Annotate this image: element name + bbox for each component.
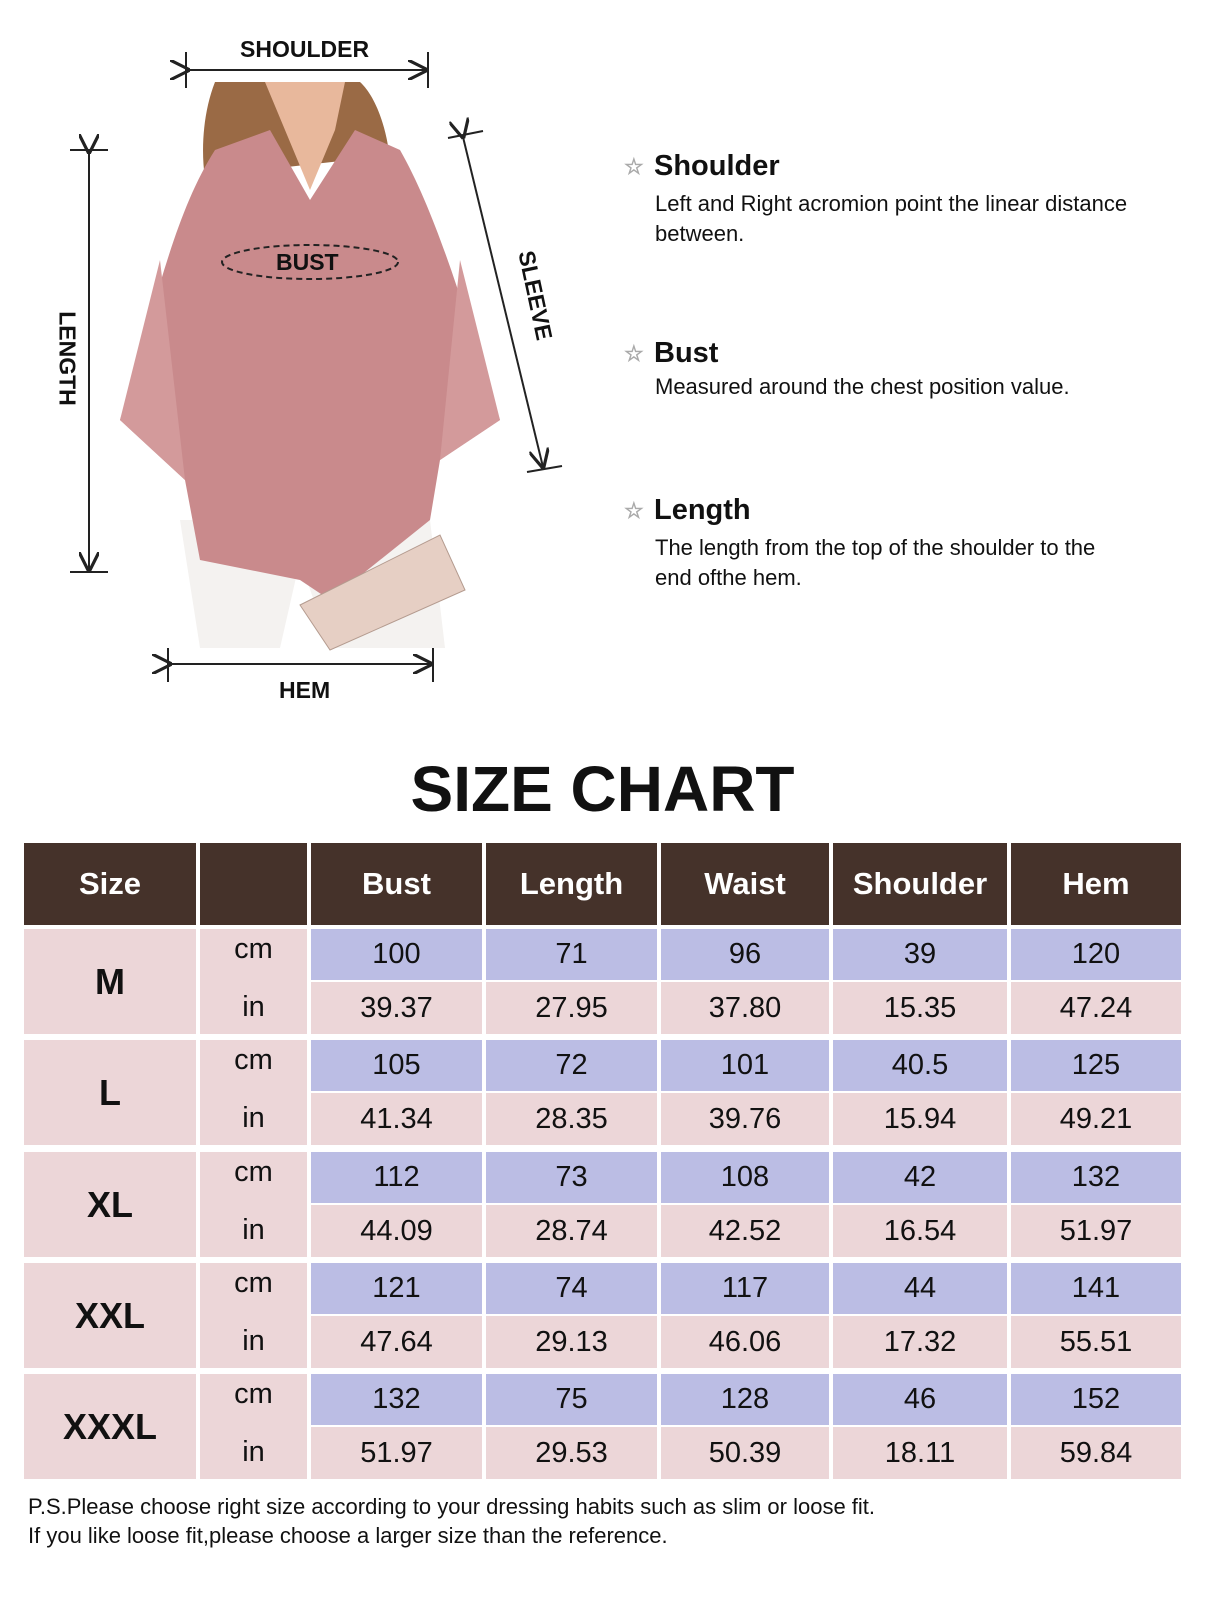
value-in: 15.35 (833, 982, 1007, 1034)
value-in: 28.35 (486, 1093, 657, 1145)
size-cell: XXXL (24, 1374, 196, 1479)
note-title: Length (654, 494, 751, 526)
value-cm: 39 (833, 929, 1007, 980)
value-in: 17.32 (833, 1316, 1007, 1368)
value-in: 28.74 (486, 1205, 657, 1257)
value-in: 49.21 (1011, 1093, 1181, 1145)
value-in: 39.37 (311, 982, 482, 1034)
unit-cell: cm (200, 1152, 307, 1257)
note-length: ☆ Length The length from the top of the s… (624, 494, 1124, 593)
value-cm: 42 (833, 1152, 1007, 1203)
unit-cell: cm (200, 1263, 307, 1368)
size-cell: XL (24, 1152, 196, 1257)
star-icon: ☆ (624, 153, 644, 179)
value-cm: 75 (486, 1374, 657, 1425)
value-in: 47.24 (1011, 982, 1181, 1034)
value-in: 51.97 (1011, 1205, 1181, 1257)
label-length: LENGTH (54, 311, 81, 406)
value-cm: 96 (661, 929, 829, 980)
star-icon: ☆ (624, 497, 644, 523)
unit-cell: cm (200, 1040, 307, 1145)
label-bust: BUST (276, 249, 339, 275)
value-in: 27.95 (486, 982, 657, 1034)
footnote-line-1: P.S.Please choose right size according t… (28, 1494, 876, 1519)
note-desc: The length from the top of the shoulder … (655, 535, 1096, 590)
garment-illustration (70, 52, 563, 682)
value-in: 59.84 (1011, 1427, 1181, 1479)
blouse (120, 130, 500, 600)
unit-cell: in (242, 1102, 265, 1134)
note-title: Bust (654, 337, 719, 369)
value-cm: 74 (486, 1263, 657, 1314)
size-cell: XXL (24, 1263, 196, 1368)
note-bust: ☆ Bust Measured around the chest position… (624, 337, 1184, 402)
footnote-line-2: If you like loose fit,please choose a la… (28, 1523, 668, 1548)
unit-cell: cm (200, 1374, 307, 1479)
value-cm: 120 (1011, 929, 1181, 980)
value-cm: 141 (1011, 1263, 1181, 1314)
value-cm: 44 (833, 1263, 1007, 1314)
header-cell: Hem (1011, 843, 1181, 925)
value-in: 39.76 (661, 1093, 829, 1145)
value-in: 42.52 (661, 1205, 829, 1257)
header-cell: Length (486, 843, 657, 925)
value-cm: 40.5 (833, 1040, 1007, 1091)
value-in: 16.54 (833, 1205, 1007, 1257)
value-in: 29.53 (486, 1427, 657, 1479)
value-cm: 105 (311, 1040, 482, 1091)
value-cm: 152 (1011, 1374, 1181, 1425)
header-cell: Waist (661, 843, 829, 925)
value-in: 44.09 (311, 1205, 482, 1257)
header-cell: Bust (311, 843, 482, 925)
value-cm: 125 (1011, 1040, 1181, 1091)
value-in: 18.11 (833, 1427, 1007, 1479)
label-shoulder: SHOULDER (240, 36, 370, 62)
unit-cell: cm (200, 929, 307, 1034)
page-title: SIZE CHART (410, 753, 795, 825)
header-cell: Size (24, 843, 196, 925)
value-in: 29.13 (486, 1316, 657, 1368)
value-cm: 132 (311, 1374, 482, 1425)
value-cm: 72 (486, 1040, 657, 1091)
value-in: 47.64 (311, 1316, 482, 1368)
header-cell (200, 843, 307, 925)
value-cm: 117 (661, 1263, 829, 1314)
value-in: 55.51 (1011, 1316, 1181, 1368)
value-cm: 132 (1011, 1152, 1181, 1203)
unit-cell: in (242, 1436, 265, 1468)
header-cell: Shoulder (833, 843, 1007, 925)
size-cell: M (24, 929, 196, 1034)
value-in: 15.94 (833, 1093, 1007, 1145)
value-cm: 121 (311, 1263, 482, 1314)
value-in: 41.34 (311, 1093, 482, 1145)
value-cm: 46 (833, 1374, 1007, 1425)
clutch (299, 534, 466, 651)
star-icon: ☆ (624, 340, 644, 366)
unit-cell: in (242, 1325, 265, 1357)
note-desc: Measured around the chest position value… (655, 374, 1070, 399)
value-cm: 128 (661, 1374, 829, 1425)
note-title: Shoulder (654, 150, 780, 182)
note-shoulder: ☆ Shoulder Left and Right acromion point … (624, 150, 1184, 249)
unit-cell: in (242, 1214, 265, 1246)
unit-cell: in (242, 991, 265, 1023)
value-cm: 100 (311, 929, 482, 980)
note-desc: Left and Right acromion point the linear… (655, 191, 1128, 246)
label-hem: HEM (279, 677, 331, 703)
value-in: 51.97 (311, 1427, 482, 1479)
size-cell: L (24, 1040, 196, 1145)
value-in: 46.06 (661, 1316, 829, 1368)
value-cm: 73 (486, 1152, 657, 1203)
value-cm: 108 (661, 1152, 829, 1203)
value-cm: 71 (486, 929, 657, 980)
value-in: 37.80 (661, 982, 829, 1034)
value-cm: 112 (311, 1152, 482, 1203)
value-in: 50.39 (661, 1427, 829, 1479)
value-cm: 101 (661, 1040, 829, 1091)
